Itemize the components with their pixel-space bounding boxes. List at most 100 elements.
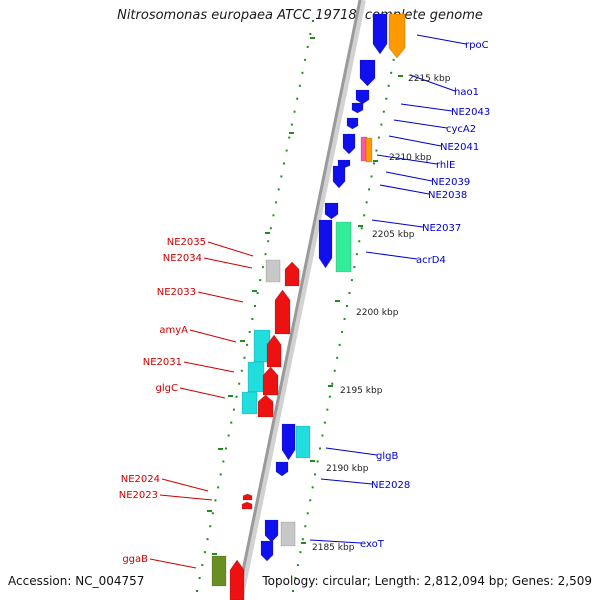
- gene-exoT-blue: [264, 519, 279, 543]
- tick-dot: [298, 84, 301, 87]
- gene-NE2037-shape: [318, 219, 333, 269]
- tick-dot: [292, 590, 294, 592]
- tick-mark: [358, 225, 363, 227]
- tick-dot: [301, 538, 304, 541]
- leader-line: [149, 558, 197, 569]
- tick-mark: [310, 37, 315, 39]
- tick-dot: [275, 201, 278, 204]
- leader-line: [309, 539, 362, 544]
- gene-NE2033-shape: [274, 289, 291, 335]
- tick-mark: [207, 510, 212, 512]
- gene-glgB-blue-shape: [281, 423, 296, 461]
- leader-line: [379, 184, 430, 195]
- tick-dot: [256, 292, 259, 295]
- tick-mark: [212, 553, 217, 555]
- tick-dot: [248, 330, 251, 333]
- tick-dot: [206, 538, 209, 541]
- tick-dot: [219, 473, 222, 476]
- gene-glgB-blue: [281, 423, 296, 461]
- gene-cycA2-shape: [351, 102, 364, 114]
- gene-label: NE2041: [440, 142, 479, 153]
- gene-glgC-red: [257, 394, 274, 418]
- gene-label: NE2028: [371, 480, 410, 491]
- tick-dot: [370, 175, 373, 178]
- tick-dot: [254, 305, 256, 307]
- gene-label: hao1: [454, 87, 479, 98]
- scale-label: 2190 kbp: [326, 464, 369, 474]
- gene-ggaB-red-shape: [229, 559, 245, 600]
- gene-rpoC-orange: [388, 13, 406, 59]
- gene-cycA2: [351, 102, 364, 114]
- gene-label: glgB: [376, 451, 398, 462]
- leader-line: [320, 478, 373, 485]
- tick-mark: [265, 232, 270, 234]
- tick-dot: [259, 279, 262, 282]
- scale-label: 2185 kbp: [312, 543, 355, 553]
- gene-NE2035: [284, 261, 300, 287]
- tick-mark: [301, 542, 306, 544]
- gene-label: rhlE: [436, 160, 455, 171]
- tick-dot: [314, 473, 317, 476]
- gene-NE2024: [242, 493, 253, 501]
- leader-line: [393, 119, 448, 129]
- gene-NE2034-shape: [265, 259, 281, 283]
- tick-dot: [377, 136, 380, 139]
- tick-dot: [222, 460, 225, 463]
- gene-label: exoT: [360, 539, 385, 550]
- gene-NE2023-shape: [241, 501, 253, 510]
- tick-dot: [306, 512, 309, 515]
- gene-NE2037: [318, 219, 333, 269]
- gene-ggaB: [211, 555, 227, 587]
- tick-dot: [336, 356, 339, 359]
- tick-dot: [375, 149, 378, 152]
- gene-rpoC-shape: [372, 13, 388, 55]
- leader-line: [207, 241, 254, 257]
- tick-dot: [365, 201, 368, 204]
- gene-NE2023: [241, 501, 253, 510]
- tick-dot: [331, 382, 334, 385]
- gene-exoT-blue2-shape: [260, 540, 274, 562]
- gene-amyA-red: [266, 334, 282, 368]
- tick-dot: [299, 551, 302, 554]
- gene-NE2024-shape: [242, 493, 253, 501]
- tick-dot: [227, 434, 230, 437]
- tick-dot: [390, 71, 393, 74]
- leader-line: [203, 257, 253, 269]
- tick-mark: [328, 385, 333, 387]
- gene-rhlE-orange: [365, 137, 373, 163]
- tick-dot: [290, 123, 293, 126]
- tick-dot: [246, 343, 249, 346]
- gene-NE2028: [275, 461, 289, 477]
- gene-label: NE2035: [167, 237, 206, 248]
- tick-mark: [335, 300, 340, 302]
- tick-dot: [363, 214, 366, 217]
- gene-NE2028-shape: [275, 461, 289, 477]
- tick-dot: [328, 395, 331, 398]
- gene-label: NE2034: [163, 253, 202, 264]
- tick-dot: [267, 240, 270, 243]
- tick-dot: [316, 460, 319, 463]
- leader-line: [325, 447, 378, 456]
- tick-dot: [333, 369, 336, 372]
- gene-label: glgC: [156, 383, 178, 394]
- gene-NE2039: [332, 165, 346, 189]
- tick-dot: [348, 292, 351, 295]
- tick-dot: [264, 253, 267, 256]
- tick-dot: [355, 253, 358, 256]
- tick-dot: [261, 266, 264, 269]
- tick-mark: [240, 340, 245, 342]
- tick-dot: [373, 162, 375, 165]
- tick-dot: [243, 356, 246, 359]
- tick-dot: [201, 564, 204, 567]
- tick-dot: [203, 551, 206, 554]
- tick-dot: [293, 110, 296, 113]
- tick-dot: [209, 525, 212, 528]
- topology-text: Topology: circular; Length: 2,812,094 bp…: [262, 574, 592, 588]
- tick-dot: [311, 486, 314, 489]
- leader-line: [179, 387, 226, 399]
- gene-exoT-blue2: [260, 540, 274, 562]
- tick-dot: [235, 395, 238, 398]
- backbone-shadow: [237, 0, 366, 600]
- gene-hao1-shape: [359, 59, 376, 87]
